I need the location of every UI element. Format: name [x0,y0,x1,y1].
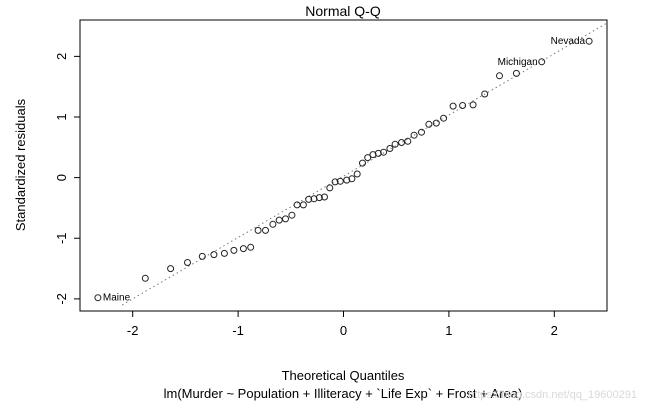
data-point [404,137,412,145]
y-tick-label: 1 [54,113,69,120]
data-point [449,102,457,110]
data-point [326,184,334,192]
annotation-michigan: Michigan [498,57,538,68]
data-point [336,177,344,185]
data-point [230,246,238,254]
data-point [210,251,218,259]
x-axis: -2 -1 0 1 2 [127,311,558,338]
data-point [359,159,366,167]
data-point [282,215,289,223]
data-point [512,69,520,77]
data-point [299,201,307,209]
data-point [380,148,388,156]
chart-title: Normal Q-Q [305,3,381,19]
y-axis-label: Standardized residuals [13,98,28,231]
data-point [398,139,405,146]
data-point [374,149,382,157]
x-tick-label: 1 [445,323,452,338]
annotation-maine: Maine [103,293,131,304]
reference-line-group [121,22,608,306]
data-point [391,140,399,148]
data-point [481,90,489,98]
data-point [496,72,503,80]
point-annotations: Maine Michigan Nevada [103,36,586,303]
data-point [262,226,269,234]
annotation-nevada: Nevada [551,36,586,47]
data-point [288,211,296,219]
data-point [184,259,191,266]
data-point [331,178,339,186]
y-tick-label: -1 [54,232,69,244]
data-point [469,101,477,109]
data-point [348,175,356,183]
x-tick-label: -1 [232,323,244,338]
data-point [386,145,394,152]
data-point [364,154,372,162]
data-point [94,294,102,302]
watermark: https://blog.csdn.net/qq_19600291 [468,389,637,401]
data-point [459,102,467,109]
data-point [353,170,361,178]
data-point [315,194,323,202]
data-point [538,58,546,66]
data-point [167,265,175,273]
data-point [440,114,448,122]
data-point [275,216,283,224]
data-point [432,119,440,127]
model-formula-subtitle: lm(Murder ~ Population + Illiteracy + `L… [164,386,523,401]
data-point [369,151,377,159]
x-tick-label: 2 [551,323,558,338]
data-point [254,226,262,234]
data-point [141,274,149,282]
data-point [305,195,313,203]
data-point [410,131,418,139]
data-point [321,193,328,201]
data-point [269,220,277,228]
data-point [247,243,255,251]
x-tick-label: 0 [340,323,347,338]
data-point [239,245,247,253]
data-point [418,128,425,136]
data-point [343,176,351,184]
data-point [220,249,228,257]
data-point [310,195,318,203]
x-axis-label: Theoretical Quantiles [282,368,405,383]
data-point [198,252,206,260]
y-axis: -2 -1 0 1 2 [54,53,80,305]
y-tick-label: 2 [54,53,69,60]
y-tick-label: -2 [54,293,69,305]
data-points [94,37,593,302]
data-point [425,120,433,128]
y-tick-label: 0 [54,174,69,181]
x-tick-label: -2 [127,323,139,338]
qq-reference-line [121,22,608,306]
data-point [585,37,593,45]
